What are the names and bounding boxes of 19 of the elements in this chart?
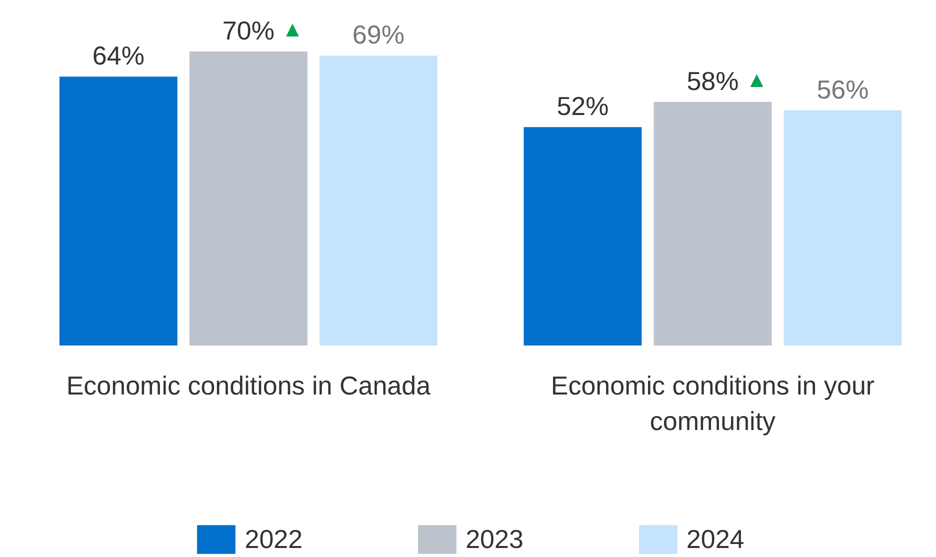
legend-label: 2022 — [244, 524, 303, 554]
x-tick-label: Economic conditions in Canada — [66, 370, 432, 401]
x-tick-label: Economic conditions in your community — [550, 370, 875, 436]
data-label: 70% — [222, 15, 274, 46]
annotation: ▲ — [746, 66, 768, 92]
annotation: ▲ — [282, 16, 304, 42]
bar — [654, 102, 772, 346]
data-label: 69% — [352, 20, 404, 50]
data-label: 56% — [816, 74, 869, 104]
legend-label: 2023 — [466, 524, 524, 554]
data-label: 64% — [92, 40, 144, 71]
bar — [189, 51, 308, 346]
bar — [524, 127, 642, 346]
bar — [59, 76, 178, 346]
data-label: 52% — [556, 91, 609, 122]
legend-label: 2024 — [686, 524, 744, 554]
bar — [784, 110, 902, 346]
data-label: 58% — [686, 66, 739, 96]
bar — [319, 56, 438, 346]
